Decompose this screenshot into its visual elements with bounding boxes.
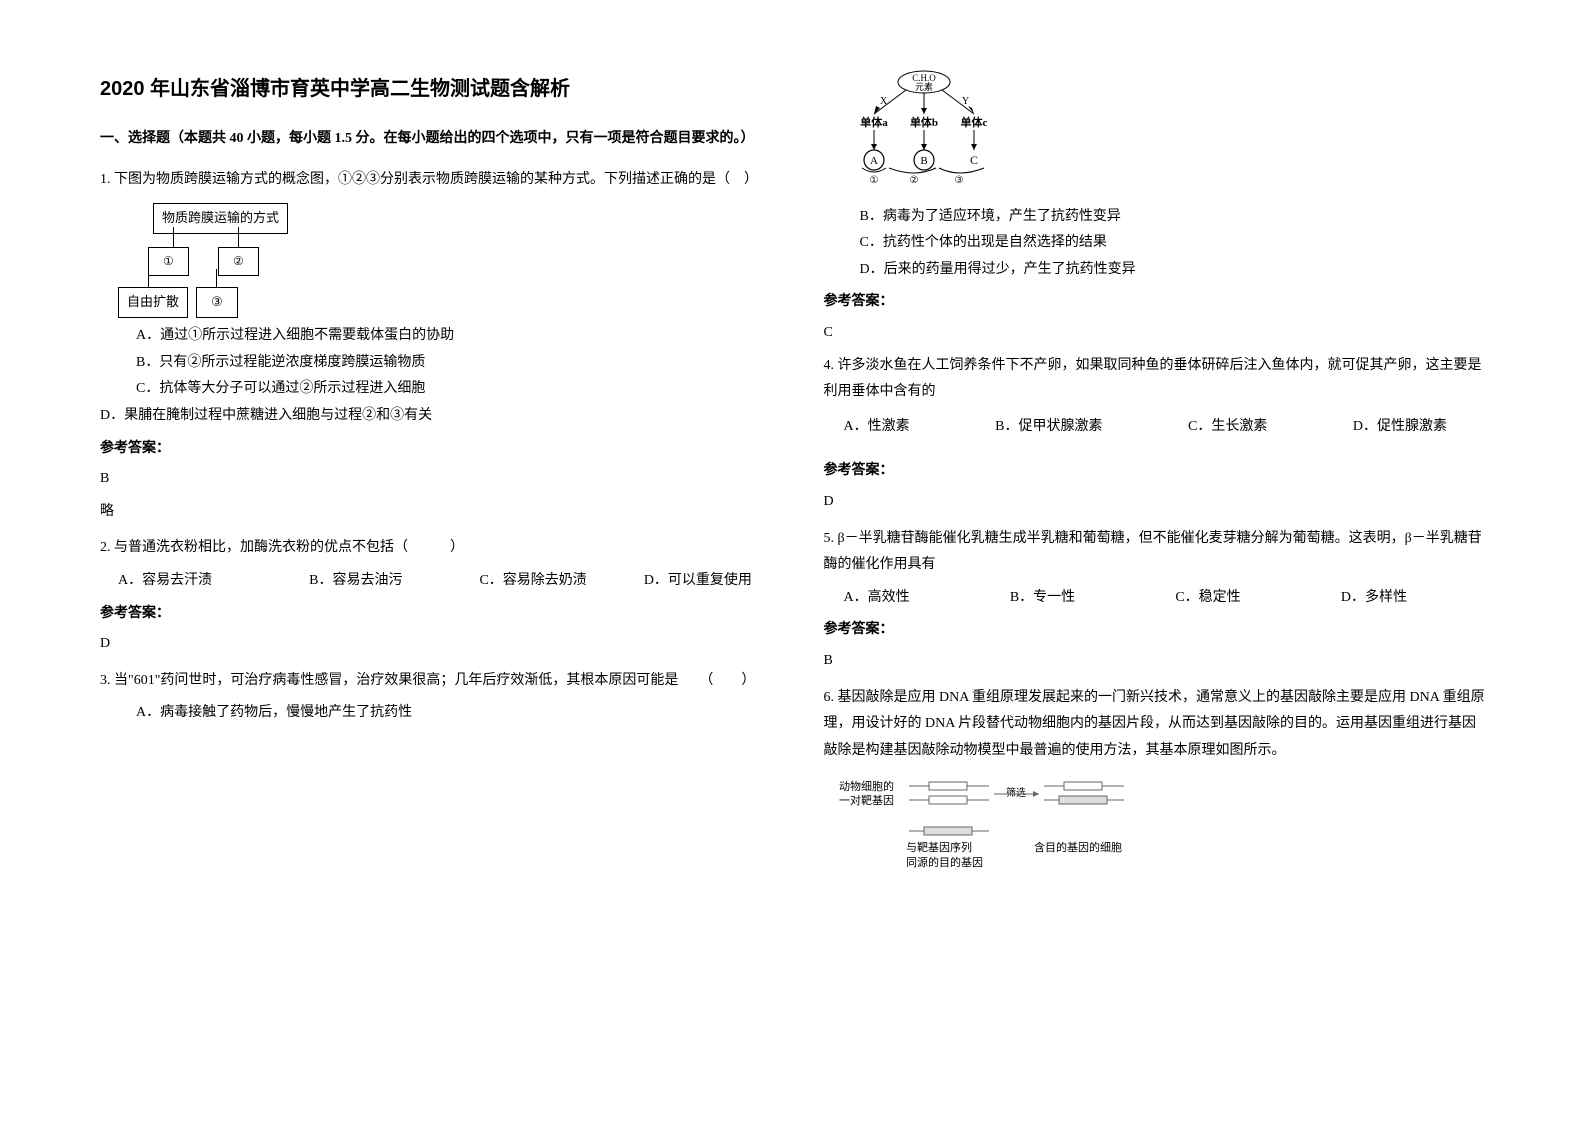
q3-optC: C．抗药性个体的出现是自然选择的结果 (824, 230, 1488, 257)
svg-text:①: ① (869, 175, 878, 185)
q4-answer: D (824, 489, 1488, 516)
q5-optA: A．高效性 (844, 585, 910, 612)
q5-optD: D．多样性 (1341, 585, 1407, 612)
q1-optC: C．抗体等大分子可以通过②所示过程进入细胞 (100, 376, 764, 403)
svg-text:元素: 元素 (914, 81, 932, 92)
q1-answer: B (100, 466, 764, 493)
q6-diagram: 动物细胞的 一对靶基因 筛选 与靶基因序列 (834, 776, 1488, 882)
q5-answer: B (824, 648, 1488, 675)
q2-optD: D．可以重复使用 (644, 573, 752, 588)
q1-diagram: 物质跨膜运输的方式 ① ② 自由扩散 ③ (118, 203, 298, 313)
q5-answer-label: 参考答案： (824, 617, 1488, 644)
q3-optD: D．后来的药量用得过少，产生了抗药性变异 (824, 257, 1488, 284)
q1-optA: A．通过①所示过程进入细胞不需要载体蛋白的协助 (100, 323, 764, 350)
svg-text:单体a: 单体a (860, 115, 888, 129)
q2-optA: A．容易去汗渍 (118, 573, 212, 588)
q4-optA: A．性激素 (844, 414, 910, 441)
q4-answer-label: 参考答案： (824, 458, 1488, 485)
q1-optD: D．果脯在腌制过程中蔗糖进入细胞与过程②和③有关 (100, 403, 764, 430)
question-4: 4. 许多淡水鱼在人工饲养条件下不产卵，如果取同种鱼的垂体研碎后注入鱼体内，就可… (824, 353, 1488, 516)
right-column: C.H.O 元素 X Y 单体a 单体b 单体c A B C ① (824, 70, 1488, 1052)
question-2: 2. 与普通洗衣粉相比，加酶洗衣粉的优点不包括（ ） A．容易去汗渍 B．容易去… (100, 535, 764, 657)
q1-diagram-bl: 自由扩散 (118, 287, 188, 318)
q2-answer-label: 参考答案： (100, 601, 764, 628)
q4-optD: D．促性腺激素 (1353, 414, 1447, 441)
left-column: 2020 年山东省淄博市育英中学高二生物测试题含解析 一、选择题（本题共 40 … (100, 70, 764, 1052)
page-title: 2020 年山东省淄博市育英中学高二生物测试题含解析 (100, 70, 764, 108)
q1-diagram-c1: ① (148, 247, 189, 276)
svg-text:③: ③ (954, 175, 963, 185)
svg-text:单体c: 单体c (960, 115, 987, 129)
q5-optC: C．稳定性 (1175, 585, 1240, 612)
q4-text: 4. 许多淡水鱼在人工饲养条件下不产卵，如果取同种鱼的垂体研碎后注入鱼体内，就可… (824, 353, 1488, 406)
q2-optB: B．容易去油污 (309, 573, 402, 588)
q1-optB: B．只有②所示过程能逆浓度梯度跨膜运输物质 (100, 350, 764, 377)
svg-text:含目的基因的细胞: 含目的基因的细胞 (1034, 840, 1122, 854)
q1-text: 1. 下图为物质跨膜运输方式的概念图，①②③分别表示物质跨膜运输的某种方式。下列… (100, 167, 764, 194)
q1-answer-label: 参考答案： (100, 436, 764, 463)
svg-text:一对靶基因: 一对靶基因 (839, 793, 894, 807)
svg-text:与靶基因序列: 与靶基因序列 (906, 840, 972, 854)
q3-answer: C (824, 320, 1488, 347)
q2-optC: C．容易除去奶渍 (479, 573, 586, 588)
svg-text:筛选: 筛选 (1006, 786, 1026, 799)
q3-text: 3. 当"601"药问世时，可治疗病毒性感冒，治疗效果很高；几年后疗效渐低，其根… (100, 668, 764, 695)
q5-text: 5. β－半乳糖苷酶能催化乳糖生成半乳糖和葡萄糖，但不能催化麦芽糖分解为葡萄糖。… (824, 526, 1488, 579)
q3-answer-label: 参考答案： (824, 289, 1488, 316)
q3-optB: B．病毒为了适应环境，产生了抗药性变异 (824, 204, 1488, 231)
q2-text: 2. 与普通洗衣粉相比，加酶洗衣粉的优点不包括（ ） (100, 535, 764, 562)
question-3: 3. 当"601"药问世时，可治疗病毒性感冒，治疗效果很高；几年后疗效渐低，其根… (100, 668, 764, 727)
q1-diagram-br: ③ (196, 287, 238, 318)
question-1: 1. 下图为物质跨膜运输方式的概念图，①②③分别表示物质跨膜运输的某种方式。下列… (100, 167, 764, 526)
question-6: 6. 基因敲除是应用 DNA 重组原理发展起来的一门新兴技术，通常意义上的基因敲… (824, 685, 1488, 882)
q1-extra: 略 (100, 499, 764, 526)
question-5: 5. β－半乳糖苷酶能催化乳糖生成半乳糖和葡萄糖，但不能催化麦芽糖分解为葡萄糖。… (824, 526, 1488, 675)
q3-diagram: C.H.O 元素 X Y 单体a 单体b 单体c A B C ① (844, 70, 1488, 196)
svg-text:②: ② (909, 175, 918, 185)
svg-text:C: C (969, 153, 977, 167)
q4-optC: C．生长激素 (1188, 414, 1267, 441)
svg-text:X: X (880, 96, 888, 107)
q1-diagram-c2: ② (218, 247, 259, 276)
svg-text:同源的目的基因: 同源的目的基因 (906, 855, 983, 869)
q4-optB: B．促甲状腺激素 (995, 414, 1102, 441)
svg-text:动物细胞的: 动物细胞的 (839, 779, 894, 793)
q3-optA: A．病毒接触了药物后，慢慢地产生了抗药性 (100, 700, 764, 727)
section-header: 一、选择题（本题共 40 小题，每小题 1.5 分。在每小题给出的四个选项中，只… (100, 126, 764, 153)
svg-text:B: B (920, 155, 927, 167)
svg-text:A: A (870, 155, 878, 167)
svg-text:单体b: 单体b (909, 115, 937, 129)
q5-optB: B．专一性 (1010, 585, 1075, 612)
svg-text:Y: Y (962, 96, 969, 107)
q2-answer: D (100, 631, 764, 658)
q6-text: 6. 基因敲除是应用 DNA 重组原理发展起来的一门新兴技术，通常意义上的基因敲… (824, 685, 1488, 765)
